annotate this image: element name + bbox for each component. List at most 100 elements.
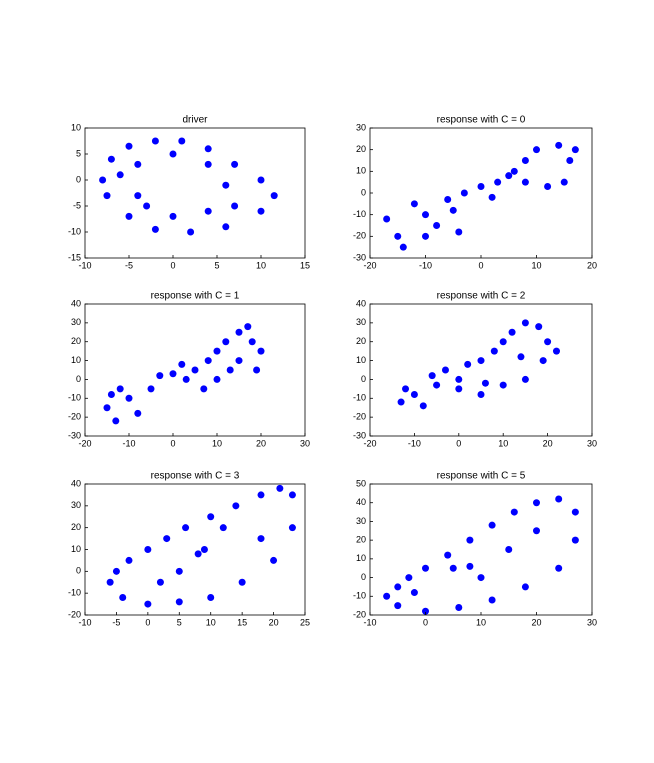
- point: [147, 385, 155, 393]
- y-tick-label: 40: [356, 298, 366, 308]
- x-tick-label: 20: [543, 438, 553, 448]
- point: [455, 385, 463, 393]
- subplot-title: response with C = 1: [151, 291, 240, 302]
- point: [187, 228, 195, 236]
- point: [571, 508, 579, 516]
- y-tick-label: -20: [68, 412, 81, 422]
- y-tick-label: 20: [356, 144, 366, 154]
- point: [466, 536, 474, 544]
- axes-frame: [84, 127, 306, 259]
- point: [235, 357, 243, 365]
- point: [555, 141, 563, 149]
- point: [466, 562, 474, 570]
- point: [222, 181, 230, 189]
- point: [169, 370, 177, 378]
- point: [488, 193, 496, 201]
- point: [477, 183, 485, 190]
- point: [144, 546, 152, 553]
- y-tick-label: 40: [71, 298, 81, 308]
- y-tick-label: 5: [76, 148, 81, 158]
- point: [175, 567, 183, 575]
- y-tick-label: 30: [71, 317, 81, 327]
- point: [134, 409, 142, 417]
- point: [200, 546, 208, 553]
- point: [270, 192, 278, 200]
- y-tick-label: 10: [356, 355, 366, 365]
- point: [464, 360, 472, 368]
- y-tick-label: 20: [71, 522, 81, 532]
- x-tick-label: 30: [587, 617, 597, 627]
- y-tick-label: 20: [356, 336, 366, 346]
- point: [103, 192, 111, 200]
- point: [539, 357, 547, 365]
- x-tick-label: 10: [212, 438, 222, 448]
- y-tick-label: 10: [71, 544, 81, 554]
- point: [422, 564, 429, 572]
- point: [544, 183, 552, 190]
- point: [99, 176, 107, 184]
- axes-frame: [84, 483, 306, 616]
- point: [383, 215, 391, 223]
- y-tick-label: 0: [361, 187, 366, 197]
- x-tick-label: 15: [237, 617, 247, 627]
- point: [402, 385, 410, 393]
- point: [207, 594, 215, 602]
- point: [244, 323, 252, 331]
- x-tick-label: 0: [478, 260, 483, 270]
- x-tick-label: 20: [256, 438, 266, 448]
- point: [422, 232, 429, 240]
- point: [125, 142, 133, 150]
- x-tick-label: 25: [300, 617, 310, 627]
- point: [156, 372, 164, 380]
- x-tick-label: -10: [363, 617, 376, 627]
- point: [505, 546, 513, 553]
- x-tick-label: 10: [476, 617, 486, 627]
- x-tick-label: -10: [78, 260, 91, 270]
- point: [533, 527, 540, 535]
- point: [288, 491, 296, 499]
- point: [499, 381, 507, 389]
- x-tick-label: -20: [363, 260, 376, 270]
- point: [151, 137, 159, 145]
- y-tick-label: 30: [356, 317, 366, 327]
- point: [182, 375, 190, 383]
- point: [533, 146, 540, 154]
- point: [544, 338, 552, 346]
- y-tick-label: 10: [356, 166, 366, 176]
- point: [555, 495, 563, 503]
- point: [422, 211, 429, 219]
- point: [399, 243, 407, 251]
- y-tick-label: 10: [356, 553, 366, 563]
- point: [119, 594, 127, 602]
- x-tick-label: 10: [531, 260, 541, 270]
- point: [521, 375, 529, 383]
- point: [449, 564, 457, 572]
- point: [232, 502, 240, 510]
- point: [270, 556, 278, 564]
- subplot-title: response with C = 2: [437, 291, 526, 302]
- point: [521, 157, 529, 164]
- y-tick-label: 40: [356, 497, 366, 507]
- x-tick-label: -5: [112, 617, 120, 627]
- point: [191, 366, 199, 374]
- point: [204, 160, 212, 168]
- y-tick-label: -30: [68, 430, 81, 440]
- y-tick-label: -5: [73, 200, 81, 210]
- y-tick-label: 0: [76, 374, 81, 384]
- point: [394, 602, 402, 610]
- point: [397, 398, 405, 406]
- y-tick-label: 10: [71, 122, 81, 132]
- axes-frame: [369, 303, 593, 437]
- x-tick-label: -10: [419, 260, 432, 270]
- point: [490, 347, 498, 355]
- y-tick-label: 30: [356, 122, 366, 132]
- x-tick-label: 10: [206, 617, 216, 627]
- subplot-title: response with C = 3: [151, 471, 240, 482]
- point: [231, 160, 239, 168]
- point: [444, 551, 452, 559]
- point: [521, 178, 529, 186]
- point: [253, 366, 261, 374]
- point: [481, 379, 489, 387]
